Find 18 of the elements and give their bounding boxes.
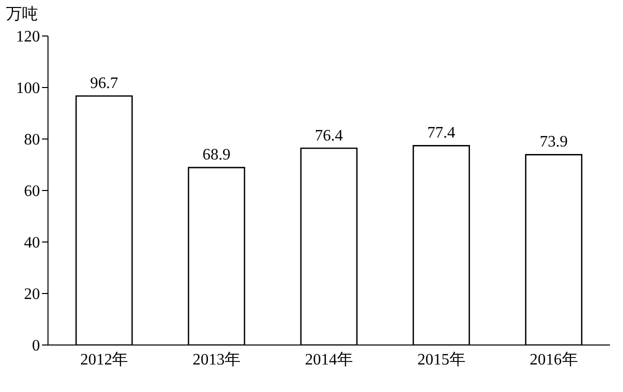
y-tick-label: 40	[24, 234, 40, 252]
data-label: 68.9	[202, 146, 230, 164]
y-tick-label: 100	[16, 80, 40, 98]
x-tick-label: 2016年	[530, 351, 578, 368]
x-tick-label: 2013年	[192, 351, 241, 368]
y-tick-label: 0	[32, 338, 40, 355]
y-tick-label: 20	[24, 286, 40, 304]
y-tick-label: 80	[24, 132, 40, 149]
data-label: 77.4	[427, 124, 456, 142]
x-tick-label: 2012年	[80, 351, 128, 368]
data-label: 73.9	[540, 134, 568, 151]
x-tick-label: 2015年	[417, 351, 466, 368]
x-tick-label: 2014年	[305, 351, 353, 368]
data-label: 76.4	[314, 127, 343, 144]
y-tick-label: 120	[16, 28, 40, 46]
y-axis-title: 万吨	[6, 4, 38, 25]
y-tick-label: 60	[24, 183, 40, 200]
data-label: 96.7	[90, 74, 118, 92]
